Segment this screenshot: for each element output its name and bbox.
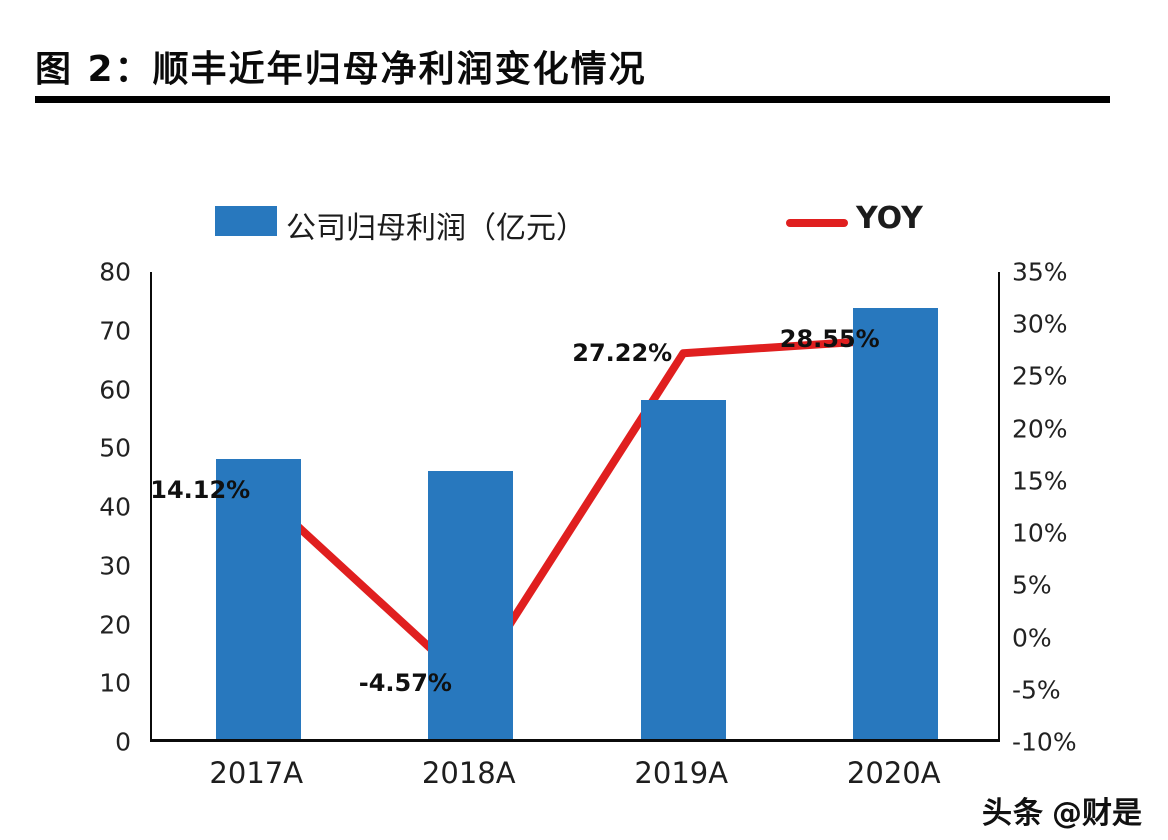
right-axis-tick: -10% — [1012, 727, 1077, 757]
left-axis-tick: 70 — [99, 316, 131, 346]
bar-2019A — [640, 399, 726, 739]
x-axis-labels: 2017A 2018A 2019A 2020A — [150, 756, 1000, 796]
plot-area: 14.12% -4.57% 27.22% 28.55% — [150, 272, 1000, 742]
right-axis: -10% -5% 0% 5% 10% 15% 20% 25% 30% 35% — [1010, 258, 1105, 757]
left-axis: 0 10 20 30 40 50 60 70 80 — [55, 258, 137, 757]
left-axis-tick: 30 — [99, 551, 131, 581]
left-axis-tick: 50 — [99, 433, 131, 463]
right-axis-tick: 30% — [1012, 309, 1068, 339]
x-axis-label: 2017A — [209, 756, 304, 790]
toutiao-logo: 头条 — [982, 796, 1044, 831]
x-axis-label: 2019A — [634, 756, 729, 790]
legend-swatch-profit — [215, 206, 277, 236]
yoy-point-label: 14.12% — [150, 476, 251, 505]
yoy-line — [254, 335, 900, 690]
legend-label-yoy: YOY — [856, 201, 923, 236]
legend-label-profit: 公司归母利润（亿元） — [286, 211, 586, 246]
bar-2017A — [215, 458, 301, 739]
right-axis-tick: 25% — [1012, 361, 1068, 391]
right-axis-tick: 15% — [1012, 466, 1068, 496]
right-axis-tick: -5% — [1012, 675, 1061, 705]
chart-legend: 公司归母利润（亿元） YOY — [0, 0, 1168, 260]
yoy-point-label: 27.22% — [572, 339, 673, 368]
right-axis-tick: 35% — [1012, 257, 1068, 287]
left-axis-tick: 10 — [99, 668, 131, 698]
left-axis-tick: 20 — [99, 610, 131, 639]
left-axis-tick: 60 — [99, 375, 131, 404]
left-axis-tick: 0 — [115, 727, 131, 757]
title-underline — [35, 96, 1110, 103]
page-title: 图 2：顺丰近年归母净利润变化情况 — [35, 49, 647, 90]
yoy-line-svg — [254, 335, 900, 690]
bar-2020A — [853, 308, 939, 739]
right-axis-tick: 10% — [1012, 518, 1068, 548]
right-axis-tick: 20% — [1012, 414, 1068, 444]
x-axis-label: 2020A — [846, 756, 941, 790]
left-axis-tick: 40 — [99, 492, 131, 522]
watermark: 头条 @财是 — [982, 788, 1142, 832]
watermark-handle: @财是 — [1052, 796, 1142, 831]
bar-2018A — [428, 471, 514, 739]
yoy-point-label: 28.55% — [779, 325, 880, 354]
legend-swatch-yoy — [786, 219, 848, 227]
x-axis-label: 2018A — [421, 756, 516, 790]
yoy-point-label: -4.57% — [358, 669, 452, 698]
right-axis-tick: 0% — [1012, 623, 1052, 653]
right-axis-tick: 5% — [1012, 570, 1052, 600]
left-axis-tick: 80 — [99, 257, 131, 287]
